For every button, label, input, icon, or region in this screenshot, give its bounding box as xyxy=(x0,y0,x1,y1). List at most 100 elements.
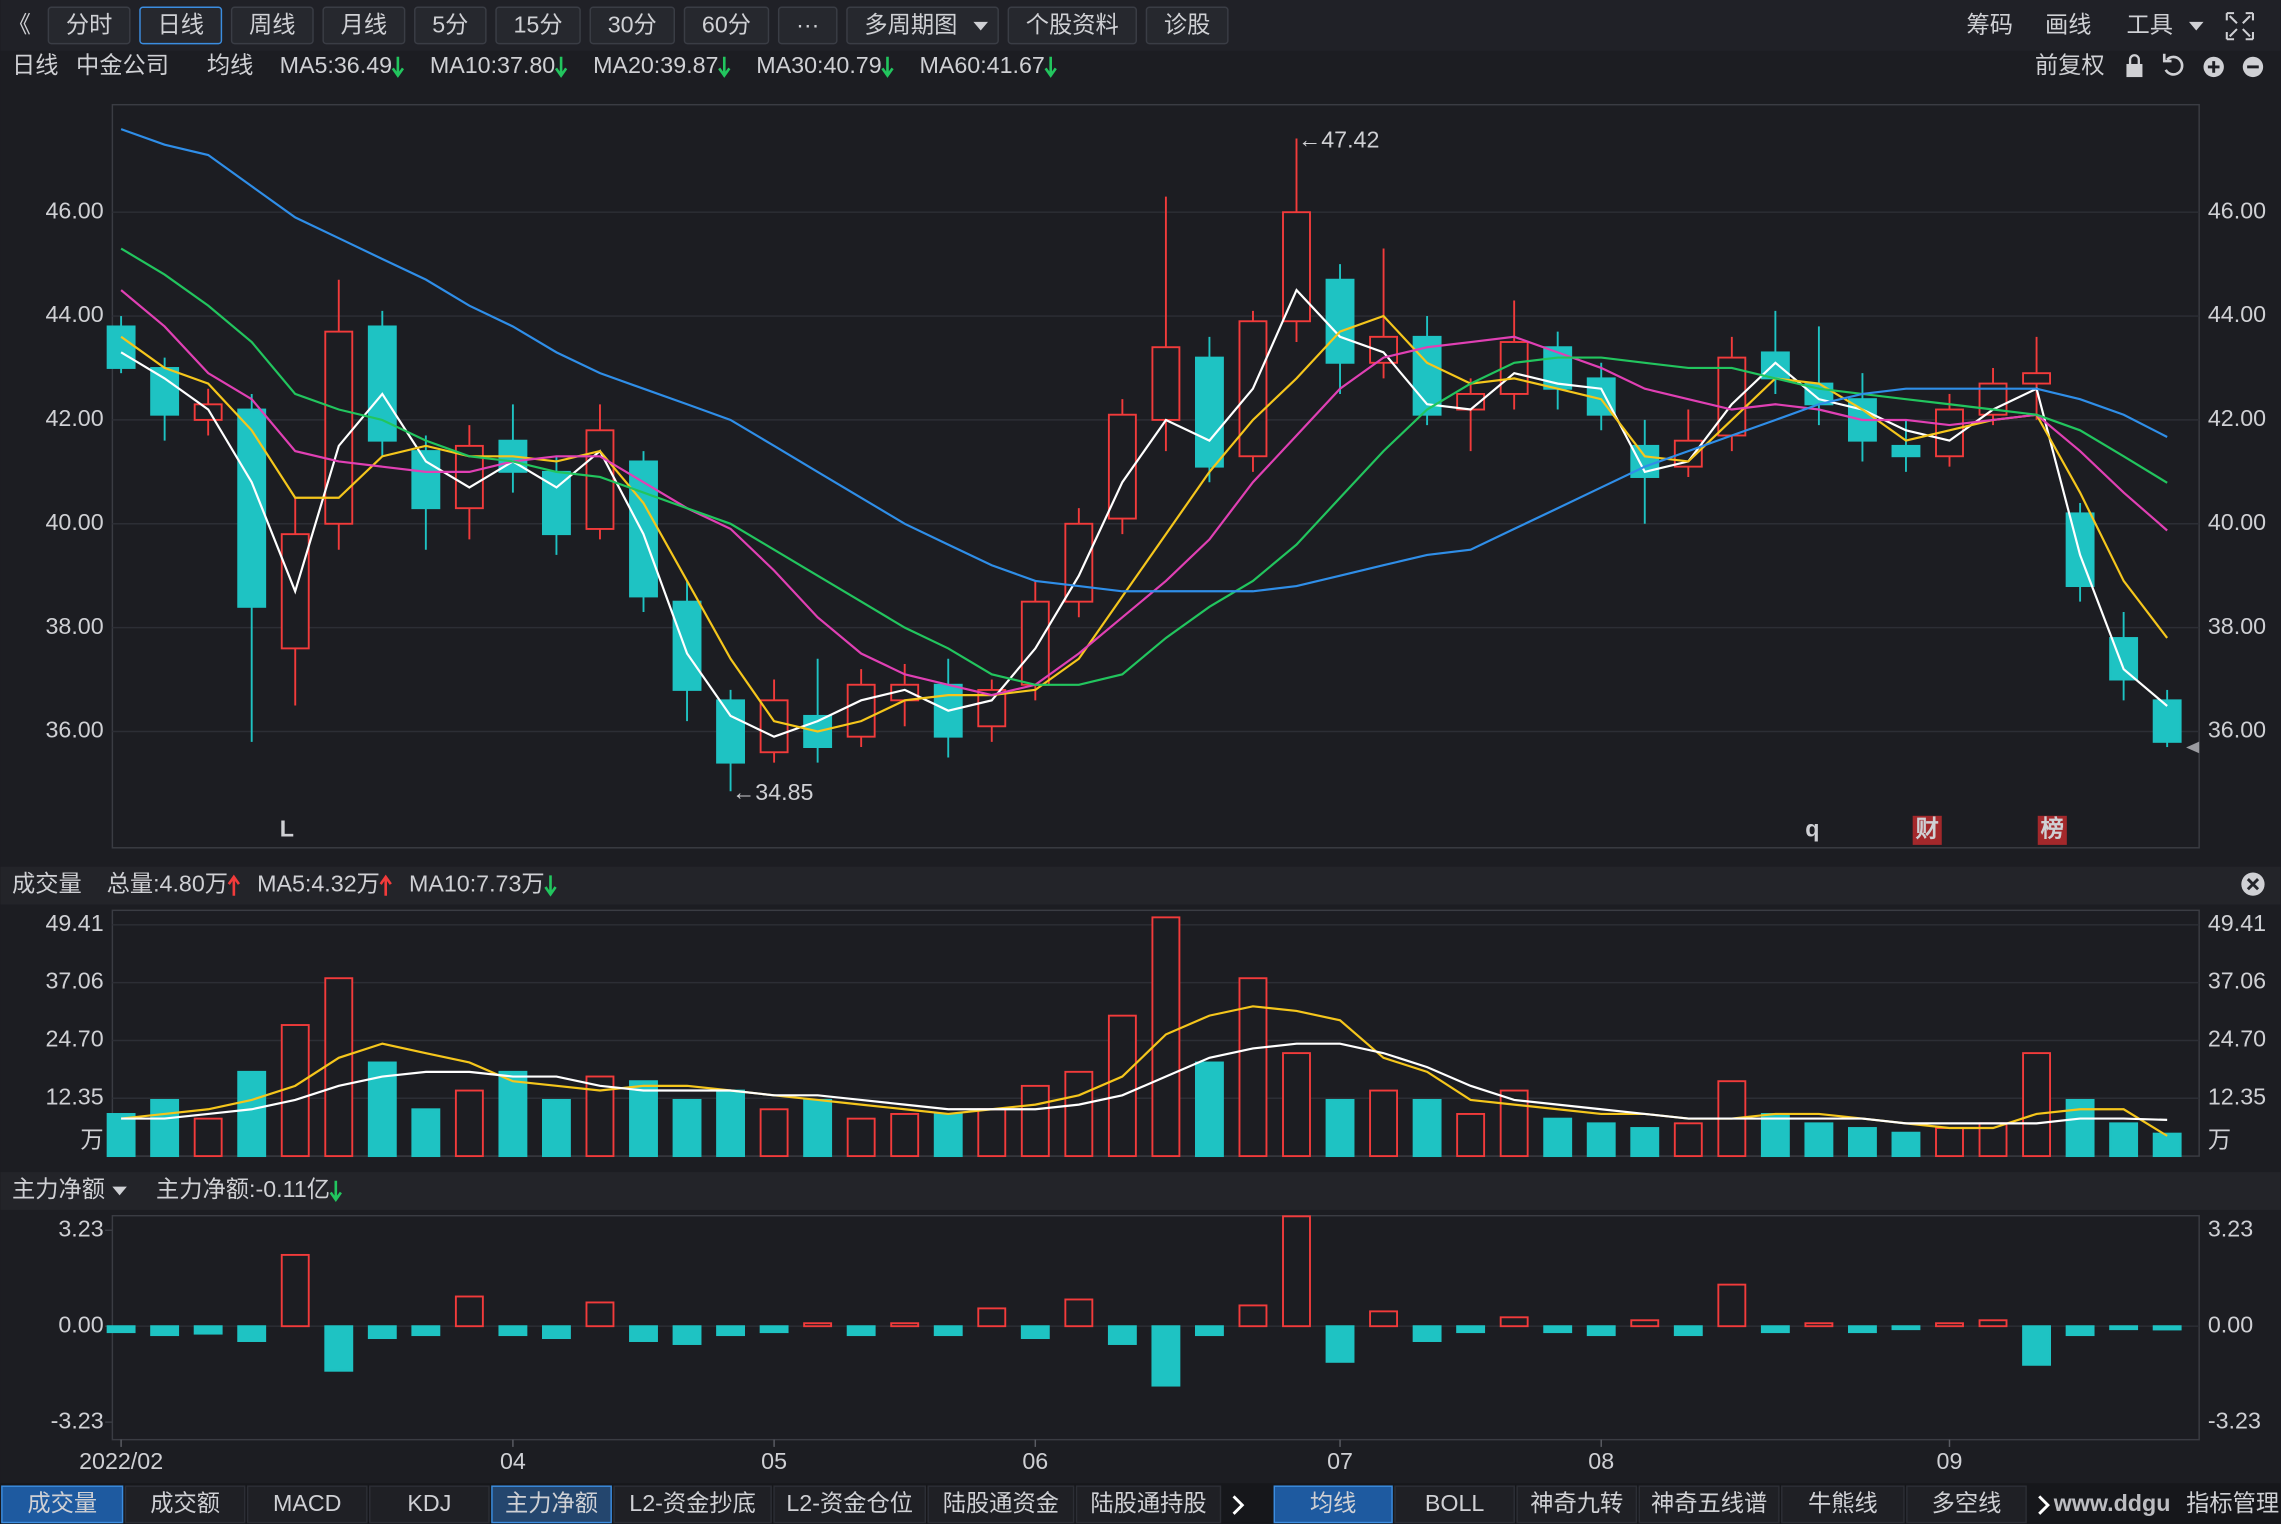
indicator-tab[interactable] xyxy=(1,1485,124,1524)
toolbar-button[interactable] xyxy=(846,6,999,45)
indicator-tab[interactable] xyxy=(491,1485,612,1524)
y-tick-label: 44.00 xyxy=(45,301,103,327)
toolbar-button-label: 多周期图 xyxy=(864,11,957,37)
toolbar-button[interactable] xyxy=(47,6,131,45)
toolbar-button[interactable] xyxy=(230,6,314,45)
toolbar-button-label: ··· xyxy=(796,11,819,37)
indicator-tab[interactable] xyxy=(369,1485,490,1524)
panel-title[interactable]: 主力净额 xyxy=(12,1176,105,1202)
volume-bar xyxy=(237,1070,267,1158)
event-marker[interactable]: L xyxy=(280,815,294,841)
indicator-manage[interactable]: 指标管理 xyxy=(2186,1490,2279,1516)
toolbar-button[interactable] xyxy=(1145,6,1229,45)
overlay-tab-label: 神奇九转 xyxy=(1530,1490,1623,1516)
y2-tick-label: 12.35 xyxy=(2208,1083,2266,1109)
legend-entry: MA5:4.32万 xyxy=(257,871,380,897)
indicator-tab-label: L2-资金仓位 xyxy=(786,1490,913,1516)
overlay-tab[interactable] xyxy=(1906,1485,2027,1524)
dropdown-caret xyxy=(112,1186,127,1196)
volume-bar xyxy=(1586,1122,1616,1158)
overlay-tab[interactable] xyxy=(1781,1485,1905,1524)
candle-body xyxy=(2109,637,2139,681)
toolbar-tool[interactable]: 工具 xyxy=(2126,11,2173,37)
watermark: www.ddgu xyxy=(2053,1490,2171,1516)
y2-tick-label: 46.00 xyxy=(2208,197,2266,223)
toolbar-button[interactable] xyxy=(589,6,676,45)
overlay-tab-label: 神奇五线谱 xyxy=(1651,1490,1767,1516)
event-marker[interactable]: q xyxy=(1805,815,1819,841)
stock-name: 中金公司 xyxy=(76,52,169,78)
toolbar-button[interactable] xyxy=(777,6,838,45)
flow-bar xyxy=(1978,1319,2008,1328)
candle-body xyxy=(280,533,310,650)
candle-body xyxy=(1020,600,1050,686)
overlay-tab[interactable] xyxy=(1638,1485,1780,1524)
y-tick-label: 24.70 xyxy=(45,1026,103,1052)
overlay-tab-label: 多空线 xyxy=(1932,1490,2002,1516)
flow-bar xyxy=(846,1325,876,1337)
indicator-tab[interactable] xyxy=(927,1485,1075,1524)
toolbar-button-label: 日线 xyxy=(157,11,204,37)
fullscreen-icon[interactable] xyxy=(2225,12,2254,41)
indicator-tab[interactable] xyxy=(124,1485,246,1524)
volume-bar xyxy=(280,1024,310,1158)
y2-tick-label: 42.00 xyxy=(2208,405,2266,431)
flow-bar xyxy=(1935,1322,1964,1328)
y2-tick-label: -3.23 xyxy=(2208,1407,2261,1433)
toolbar-tool[interactable]: 筹码 xyxy=(1966,11,2013,37)
volume-ma-line xyxy=(121,1042,2168,1125)
toolbar-button[interactable] xyxy=(495,6,581,45)
indicator-tab[interactable] xyxy=(1075,1485,1222,1524)
toolbar-button[interactable] xyxy=(1007,6,1137,45)
volume-bar xyxy=(933,1113,963,1158)
flow-bar xyxy=(237,1325,267,1342)
indicator-tab[interactable] xyxy=(613,1485,772,1524)
y-tick-label: 36.00 xyxy=(45,717,103,743)
candle-body xyxy=(2022,372,2052,385)
panel-title: 成交量 xyxy=(12,871,82,897)
volume-bar xyxy=(193,1117,223,1158)
indicator-tab-label: 陆股通资金 xyxy=(943,1490,1059,1516)
x-tick-label: 04 xyxy=(500,1448,526,1474)
indicator-tab[interactable] xyxy=(773,1485,927,1524)
lock-icon[interactable] xyxy=(2126,63,2143,78)
legend-entry: MA20:39.87 xyxy=(593,52,718,78)
volume-header-bg xyxy=(0,866,2281,905)
overlay-tab[interactable] xyxy=(1516,1485,1638,1524)
tabs-next-right[interactable] xyxy=(2038,1495,2050,1515)
overlay-tab[interactable] xyxy=(1273,1485,1393,1524)
toolbar-button[interactable] xyxy=(683,6,770,45)
event-marker[interactable]: 财 xyxy=(1916,815,1939,841)
toolbar-button[interactable] xyxy=(139,6,223,45)
flow-bar xyxy=(933,1325,963,1337)
back-button[interactable]: 《 xyxy=(8,11,31,37)
indicator-tab-label: MACD xyxy=(273,1490,341,1516)
y-tick-label: 12.35 xyxy=(45,1083,103,1109)
volume-bar xyxy=(672,1098,702,1158)
overlay-tab[interactable] xyxy=(1394,1485,1515,1524)
arrow-down xyxy=(881,56,894,78)
flow-bar xyxy=(367,1325,397,1340)
overlay-tab-label: 均线 xyxy=(1310,1490,1357,1516)
volume-bar xyxy=(1804,1122,1834,1158)
x-tick-label: 05 xyxy=(761,1448,787,1474)
y2-tick-label: 36.00 xyxy=(2208,717,2266,743)
volume-bar xyxy=(977,1108,1007,1158)
event-marker[interactable]: 榜 xyxy=(2041,815,2064,841)
tabs-next-left[interactable] xyxy=(1232,1495,1245,1515)
flow-summary: 主力净额:-0.11亿 xyxy=(156,1176,330,1202)
y2-tick-label: 38.00 xyxy=(2208,613,2266,639)
toolbar-button[interactable] xyxy=(414,6,487,45)
toolbar-button[interactable] xyxy=(322,6,406,45)
arrow-up xyxy=(379,874,392,896)
volume-bar xyxy=(1369,1089,1399,1158)
adjust-label[interactable]: 前复权 xyxy=(2035,52,2105,78)
toolbar-tool[interactable]: 画线 xyxy=(2045,11,2092,37)
flow-bar xyxy=(541,1325,571,1340)
y2-tick-label: 44.00 xyxy=(2208,301,2266,327)
indicator-tab-label: KDJ xyxy=(407,1490,451,1516)
undo-icon[interactable] xyxy=(2162,53,2184,76)
indicator-tab[interactable] xyxy=(246,1485,368,1524)
flow-bar xyxy=(1238,1304,1268,1328)
